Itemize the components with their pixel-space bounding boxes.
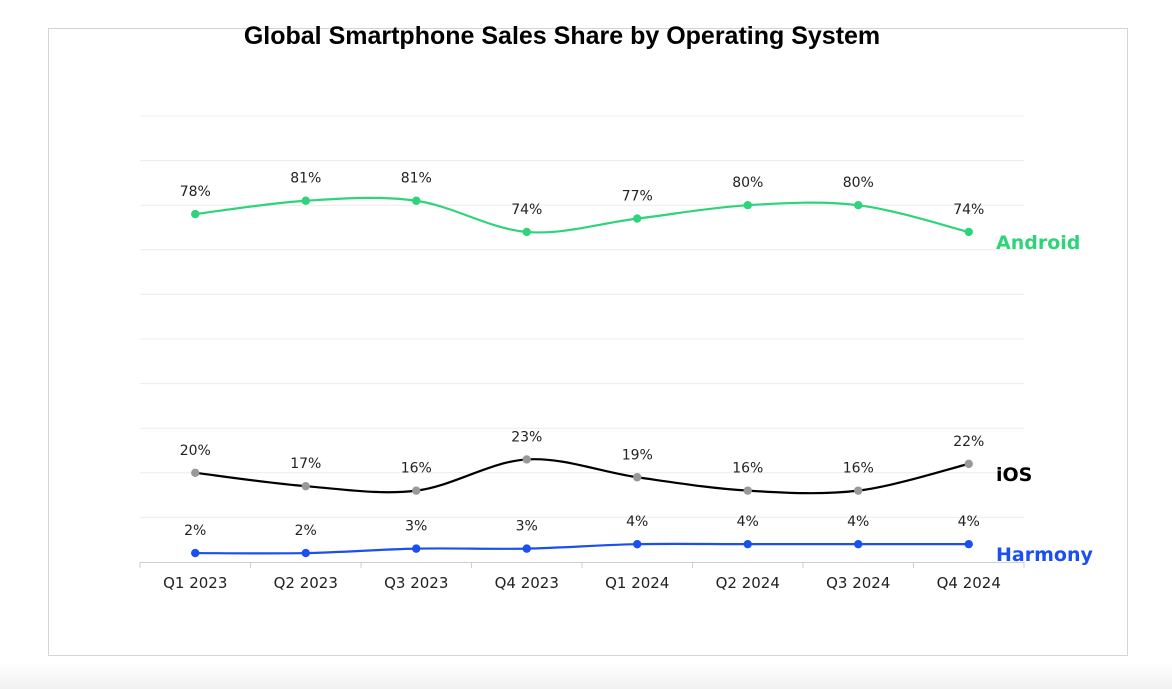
x-tick-label: Q3 2023 — [384, 574, 448, 592]
series-label-ios: iOS — [996, 464, 1032, 486]
data-label-android: 77% — [622, 189, 653, 205]
data-label-android: 81% — [401, 171, 432, 187]
data-label-harmony: 4% — [847, 514, 869, 530]
data-label-android: 74% — [953, 202, 984, 218]
x-tick-label: Q4 2024 — [937, 574, 1001, 592]
data-point-android — [854, 201, 863, 210]
data-point-harmony — [412, 544, 421, 553]
series-line-android — [195, 196, 970, 234]
data-labels: 78% 81% 81% 74% 77% 80% 80% 74% Android 20% 17% 16%… — [180, 171, 1094, 566]
data-point-android — [412, 196, 421, 205]
x-tick-label: Q1 2024 — [605, 574, 669, 592]
series-label-android: Android — [996, 232, 1080, 254]
data-point-android — [301, 196, 310, 205]
data-point-ios — [964, 459, 973, 469]
data-label-ios: 16% — [843, 461, 874, 477]
data-point-android — [522, 227, 531, 237]
data-point-ios — [743, 486, 752, 495]
data-label-harmony: 3% — [405, 519, 427, 535]
data-label-ios: 16% — [732, 461, 763, 477]
page-bottom-shadow — [0, 662, 1172, 689]
data-label-harmony: 3% — [516, 519, 538, 535]
data-point-ios — [412, 486, 421, 495]
data-point-ios — [633, 473, 642, 482]
data-point-android — [964, 227, 973, 237]
data-label-android: 80% — [732, 175, 763, 191]
data-label-android: 74% — [511, 202, 542, 218]
data-label-harmony: 4% — [626, 514, 648, 530]
chart-card — [48, 28, 1128, 656]
data-label-ios: 16% — [401, 461, 432, 477]
series-label-harmony: Harmony — [996, 544, 1093, 566]
data-label-android: 81% — [290, 171, 321, 187]
series-line-harmony — [195, 542, 969, 555]
data-point-android — [743, 201, 752, 210]
data-label-ios: 22% — [953, 434, 984, 450]
data-point-harmony — [191, 548, 200, 558]
data-point-ios — [522, 455, 531, 464]
data-label-android: 78% — [180, 184, 211, 200]
data-point-ios — [301, 481, 310, 491]
x-tick-label: Q1 2023 — [163, 574, 227, 592]
data-label-ios: 19% — [622, 447, 653, 463]
data-point-harmony — [743, 539, 752, 549]
series-ios — [191, 455, 973, 495]
data-label-harmony: 4% — [737, 514, 759, 530]
data-point-harmony — [854, 539, 863, 549]
x-tick-label: Q2 2024 — [716, 574, 780, 592]
chart-title: Global Smartphone Sales Share by Operati… — [243, 22, 881, 50]
data-point-harmony — [301, 548, 310, 558]
x-axis: Q1 2023 Q2 2023 Q3 2023 Q4 2023 Q1 2024 Q2 20… — [139, 562, 1025, 592]
data-point-android — [633, 214, 642, 223]
data-point-harmony — [522, 544, 531, 553]
data-label-ios: 20% — [180, 443, 211, 459]
series-line-ios — [195, 458, 970, 495]
data-label-ios: 23% — [511, 429, 542, 445]
data-point-ios — [191, 468, 200, 477]
data-point-android — [191, 209, 200, 219]
data-label-harmony: 4% — [958, 514, 980, 530]
series-lines — [191, 196, 973, 558]
series-harmony — [191, 539, 973, 558]
data-point-harmony — [964, 539, 973, 549]
data-label-harmony: 2% — [184, 523, 206, 539]
data-label-android: 80% — [843, 175, 874, 191]
grid-lines — [140, 115, 1024, 518]
data-point-ios — [854, 486, 863, 495]
series-android — [191, 196, 973, 237]
data-label-harmony: 2% — [295, 523, 317, 539]
x-tick-label: Q3 2024 — [826, 574, 890, 592]
x-tick-label: Q4 2023 — [495, 574, 559, 592]
x-tick-label: Q2 2023 — [274, 574, 338, 592]
data-point-harmony — [633, 539, 642, 549]
data-label-ios: 17% — [290, 456, 321, 472]
